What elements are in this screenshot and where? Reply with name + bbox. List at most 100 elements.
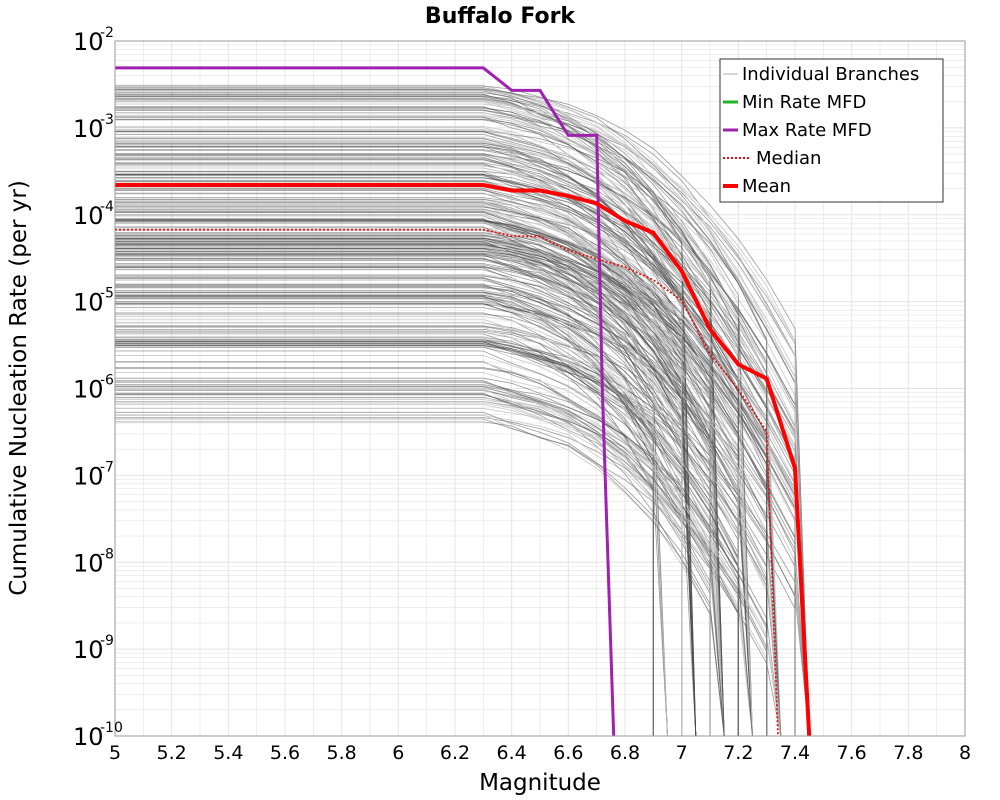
- y-tick-exponent: -3: [100, 112, 114, 128]
- max-rate-line: [115, 66, 616, 737]
- branch-line: [115, 199, 810, 737]
- legend-label-median: Median: [756, 148, 821, 169]
- y-tick-exponent: -2: [100, 25, 114, 41]
- plot-area: [115, 66, 812, 737]
- branch-line: [115, 322, 725, 737]
- branch-line: [115, 99, 796, 736]
- x-tick-label: 7.6: [837, 742, 867, 764]
- branch-line: [115, 173, 739, 736]
- y-tick-exponent: -5: [100, 286, 114, 302]
- branch-line: [115, 404, 753, 737]
- branch-line: [115, 229, 683, 736]
- x-tick-label: 5: [109, 742, 121, 764]
- branch-line: [115, 266, 725, 737]
- branch-line: [115, 226, 810, 737]
- y-tick-exponent: -4: [100, 199, 114, 215]
- branch-line: [115, 341, 739, 736]
- branch-line: [115, 143, 683, 736]
- y-tick-exponent: -10: [100, 720, 123, 736]
- branch-line: [115, 240, 796, 736]
- branch-line: [115, 165, 739, 736]
- branch-line: [115, 318, 683, 736]
- branch-line: [115, 258, 697, 737]
- x-tick-label: 7.4: [780, 742, 810, 764]
- x-tick-label: 5.2: [157, 742, 187, 764]
- branch-line: [115, 100, 810, 737]
- y-tick-base: 10: [73, 636, 104, 664]
- branch-line: [115, 385, 753, 737]
- x-tick-label: 7: [676, 742, 688, 764]
- branch-line: [115, 361, 725, 737]
- branch-line: [115, 248, 796, 736]
- y-tick-base: 10: [73, 723, 104, 751]
- branch-line: [115, 125, 796, 736]
- branch-line: [115, 241, 654, 736]
- branch-line: [115, 116, 768, 736]
- branch-line: [115, 255, 796, 736]
- branch-line: [115, 279, 654, 736]
- y-tick-base: 10: [73, 462, 104, 490]
- branch-line: [115, 315, 683, 736]
- branch-line: [115, 150, 768, 736]
- branch-line: [115, 244, 711, 736]
- branch-line: [115, 322, 796, 736]
- y-tick-exponent: -9: [100, 633, 114, 649]
- branch-line: [115, 313, 739, 736]
- chart-title: Buffalo Fork: [425, 4, 577, 29]
- legend-label-mean: Mean: [742, 176, 791, 197]
- branch-line: [115, 381, 753, 737]
- branch-line: [115, 292, 796, 736]
- plot-frame: [114, 40, 966, 737]
- branch-line: [115, 418, 725, 737]
- branch-line: [115, 107, 796, 736]
- mean-line: [115, 183, 812, 737]
- branch-line: [115, 227, 796, 736]
- branch-line: [115, 390, 711, 736]
- x-tick-label: 6.8: [610, 742, 640, 764]
- x-tick-label: 6: [392, 742, 404, 764]
- branch-line: [115, 372, 725, 737]
- x-tick-label: 8: [959, 742, 971, 764]
- branch-line: [115, 345, 810, 737]
- branch-line: [115, 198, 697, 737]
- branch-line: [115, 361, 711, 736]
- branch-line: [115, 145, 796, 736]
- branch-line: [115, 206, 711, 736]
- branch-line: [115, 188, 810, 737]
- y-tick-base: 10: [73, 376, 104, 404]
- branch-line: [115, 92, 697, 737]
- branch-line: [115, 87, 810, 737]
- branch-line: [115, 392, 739, 736]
- branch-line: [115, 167, 810, 737]
- y-tick-base: 10: [73, 549, 104, 577]
- branch-line: [115, 109, 697, 737]
- y-axis-title: Cumulative Nucleation Rate (per yr): [6, 180, 32, 596]
- x-axis-title: Magnitude: [479, 770, 601, 796]
- branch-line: [115, 380, 725, 737]
- branch-line: [115, 250, 739, 736]
- x-tick-label: 5.6: [270, 742, 300, 764]
- branch-line: [115, 257, 796, 736]
- branch-line: [115, 287, 725, 737]
- y-tick-base: 10: [73, 28, 104, 56]
- branch-line: [115, 100, 739, 736]
- branch-line: [115, 193, 683, 736]
- legend-label-min: Min Rate MFD: [742, 92, 866, 113]
- branch-line: [115, 138, 782, 737]
- y-tick-base: 10: [73, 202, 104, 230]
- branch-line: [115, 298, 654, 736]
- legend-label-branches: Individual Branches: [742, 64, 919, 85]
- legend-box: [719, 58, 944, 203]
- branch-line: [115, 275, 796, 736]
- y-tick-exponent: -6: [100, 373, 114, 389]
- y-tick-exponent: -8: [100, 546, 114, 562]
- branch-line: [115, 201, 739, 736]
- branch-line: [115, 254, 739, 736]
- branch-line: [115, 213, 796, 736]
- y-tick-exponent: -7: [100, 459, 114, 475]
- x-tick-label: 6.4: [497, 742, 527, 764]
- x-tick-label: 6.2: [440, 742, 470, 764]
- branch-line: [115, 211, 683, 736]
- branch-line: [115, 95, 796, 736]
